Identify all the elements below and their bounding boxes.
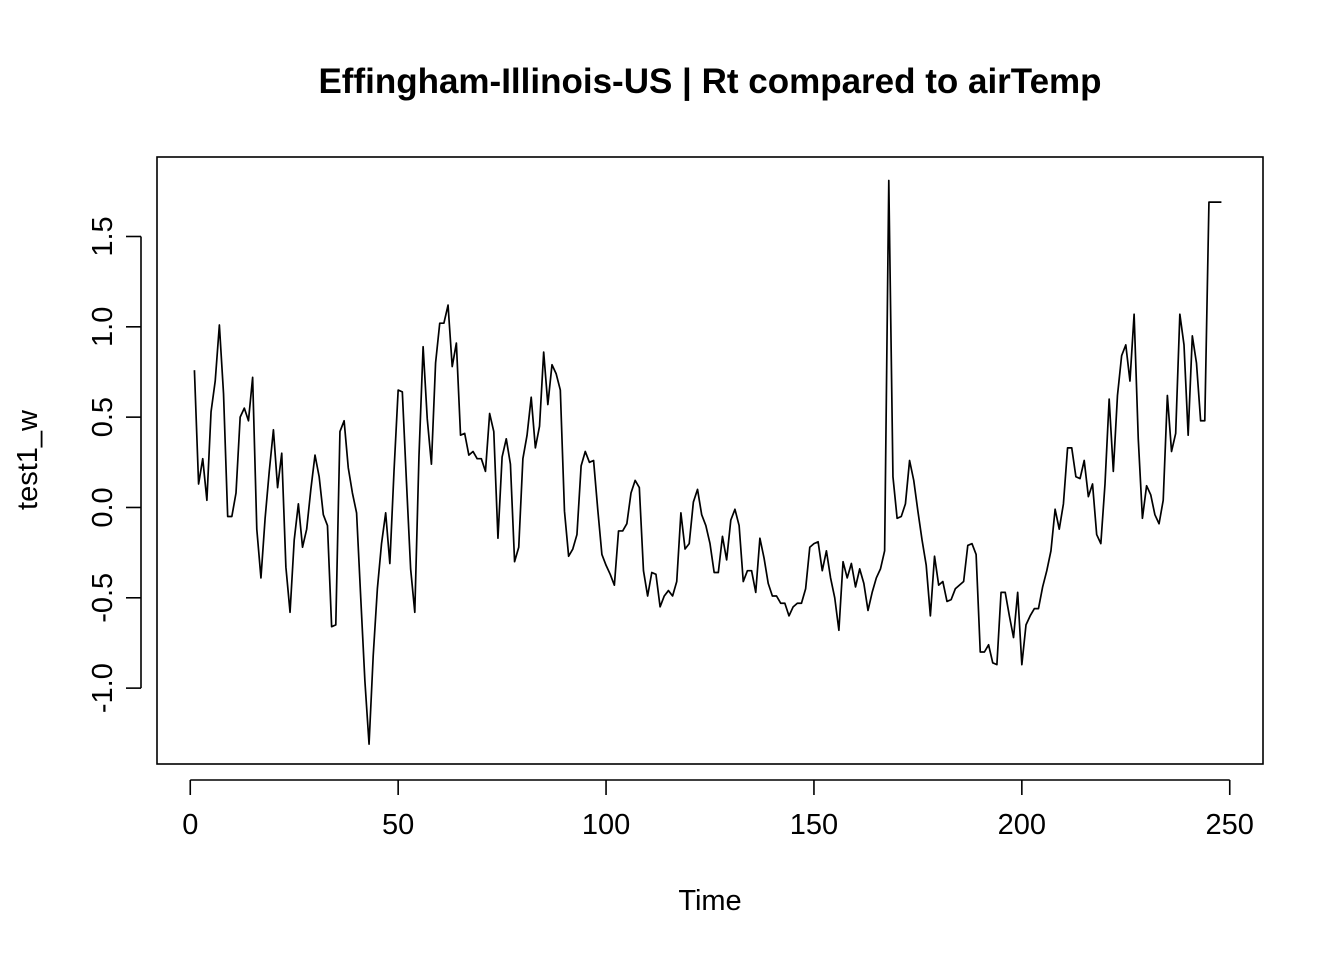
y-tick-label: -1.0 — [87, 663, 119, 713]
x-tick-label: 250 — [1206, 809, 1254, 841]
y-axis: -1.0 -0.5 0.0 0.5 1.0 1.5 — [87, 216, 142, 713]
x-axis-label: Time — [678, 885, 741, 917]
y-tick-label: 1.5 — [87, 216, 119, 256]
chart-title: Effingham-Illinois-US | Rt compared to a… — [318, 62, 1101, 101]
x-axis: 0 50 100 150 200 250 — [182, 779, 1254, 841]
x-tick-label: 50 — [382, 809, 414, 841]
x-tick-label: 100 — [582, 809, 630, 841]
x-tick-label: 200 — [998, 809, 1046, 841]
series-line — [193, 179, 1222, 745]
y-tick-label: 0.5 — [87, 397, 119, 437]
x-tick-label: 0 — [182, 809, 198, 841]
y-tick-label: 1.0 — [87, 307, 119, 347]
y-tick-label: -0.5 — [87, 573, 119, 623]
x-tick-label: 150 — [790, 809, 838, 841]
plot-frame — [156, 156, 1264, 765]
y-axis-label: test1_w — [12, 409, 44, 510]
y-tick-label: 0.0 — [87, 487, 119, 527]
